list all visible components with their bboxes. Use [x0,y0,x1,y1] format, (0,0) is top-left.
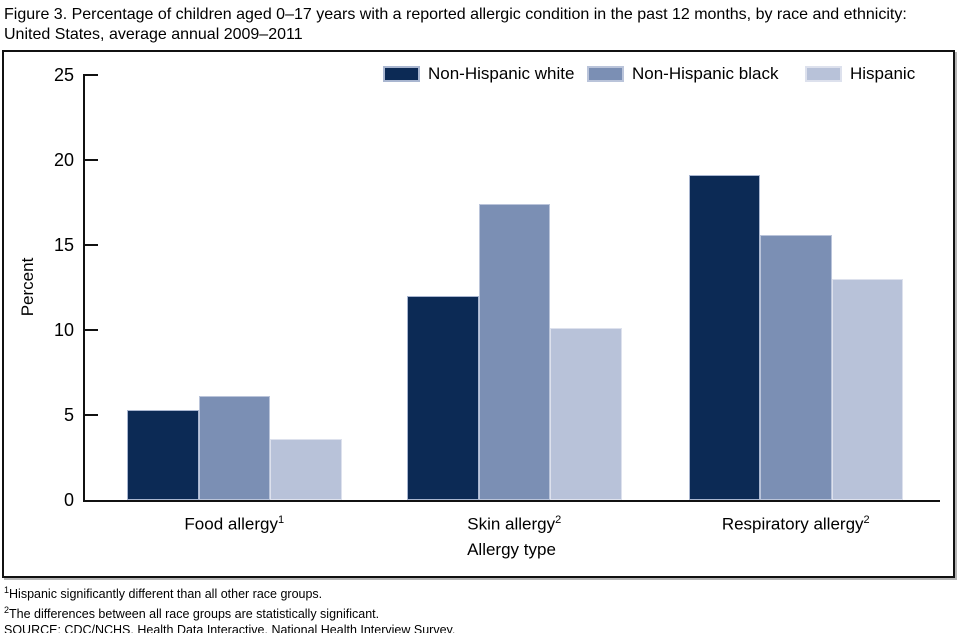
footnotes: 1Hispanic significantly different than a… [4,582,455,633]
legend-label: Non-Hispanic black [632,64,779,83]
bar [688,175,760,500]
legend-swatch-non-hispanic-white [383,66,420,82]
chart-frame: Non-Hispanic white Non-Hispanic black Hi… [2,50,955,578]
x-axis [83,500,940,502]
legend-label: Hispanic [850,64,916,83]
legend-item-non-hispanic-white: Non-Hispanic white [383,64,574,84]
y-tick-label: 25 [53,65,74,85]
figure-title: Figure 3. Percentage of children aged 0–… [4,6,907,43]
legend-item-non-hispanic-black: Non-Hispanic black [587,64,778,84]
y-tick-label: 15 [53,235,74,255]
bar [270,438,342,500]
bar [550,328,622,500]
y-tick [85,329,98,331]
legend-label: Non-Hispanic white [428,64,575,83]
legend-item-hispanic: Hispanic [805,64,915,84]
bar [127,409,199,500]
y-axis [83,74,85,502]
footnote-1: 1Hispanic significantly different than a… [4,585,323,602]
x-axis-title: Allergy type [467,540,556,559]
y-tick [85,159,98,161]
x-category-label: Skin allergy2 [467,514,562,534]
y-tick-label: 20 [53,150,74,170]
y-tick-label: 10 [53,320,74,340]
y-tick [85,414,98,416]
legend-swatch-non-hispanic-black [587,66,624,82]
bar [198,396,270,500]
y-tick [85,74,98,76]
bar [407,296,479,500]
bar [478,204,550,500]
footnote-2: 2The differences between all race groups… [4,605,380,622]
footnote-source: SOURCE: CDC/NCHS, Health Data Interactiv… [4,623,456,633]
x-category-label: Food allergy1 [184,514,285,534]
y-axis-title: Percent [18,257,37,317]
y-tick-label: 5 [63,405,74,425]
bar [831,279,903,500]
legend-swatch-hispanic [805,66,842,82]
y-tick [85,244,98,246]
x-category-label: Respiratory allergy2 [721,514,870,534]
y-tick-label: 0 [63,490,74,510]
bar [760,234,832,500]
